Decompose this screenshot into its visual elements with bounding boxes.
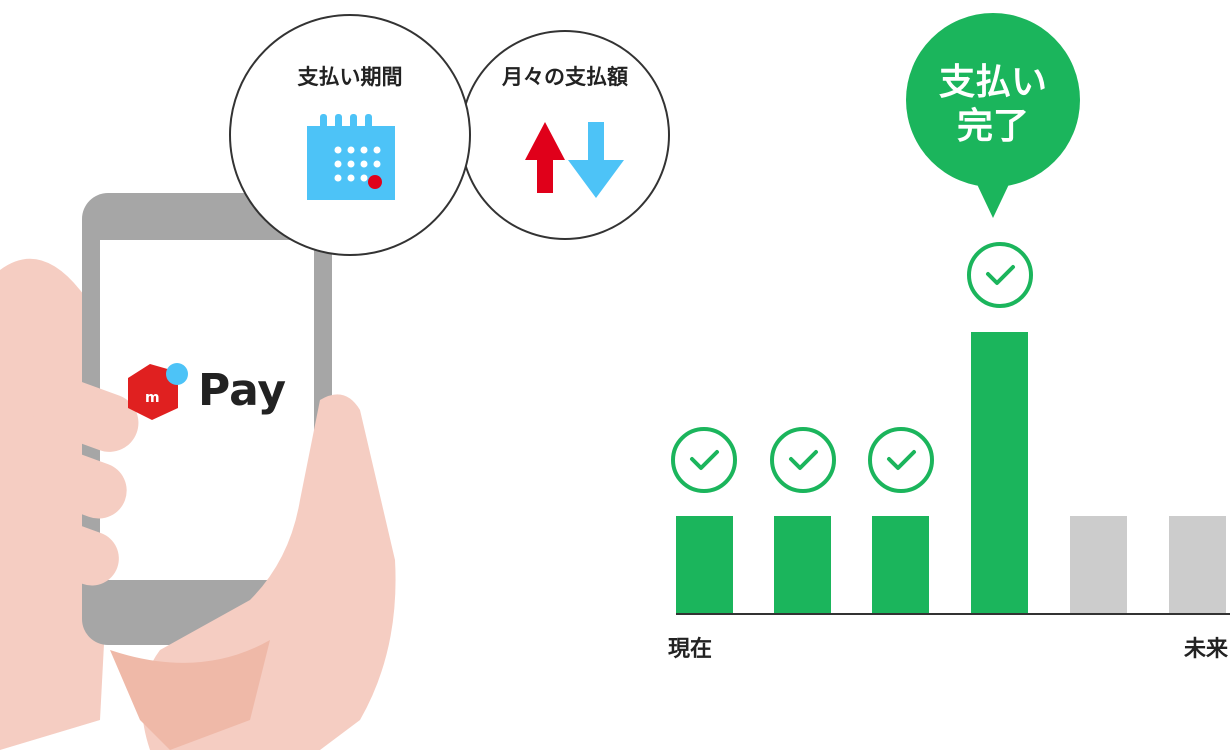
feature-label: 支払い期間 [298,65,403,89]
bubble-text: 支払い [939,62,1047,103]
checks [692,267,1013,468]
calendar-icon [307,114,395,200]
brand: Pay [198,365,286,416]
future-bars [1070,516,1226,614]
end-label: 未来 [1184,637,1229,662]
illustration: m Pay 支払い期間 月々の支払額 支払い 完了 現在 未来 [0,0,1230,750]
logo-dot [166,363,188,385]
bubble-tail [975,180,1011,218]
feature-label: 月々の支払額 [501,65,628,89]
start-label: 現在 [668,636,712,662]
logo-m: m [145,390,160,406]
bubble-text: 完了 [957,106,1029,147]
feature-circle [461,31,669,239]
